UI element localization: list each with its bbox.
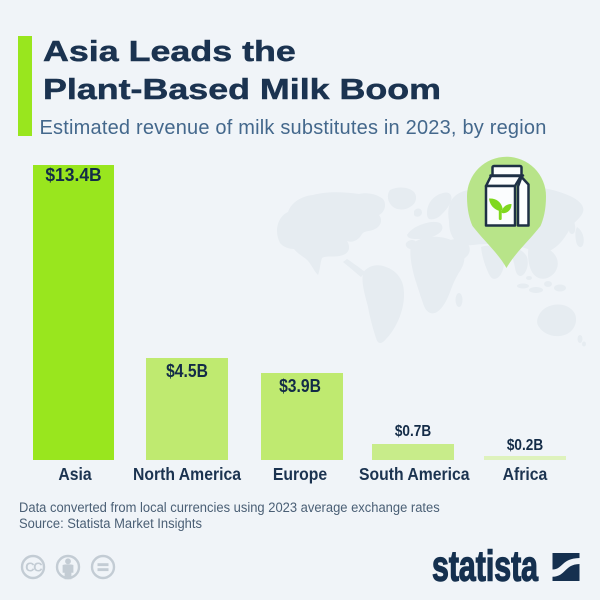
svg-text:statista: statista <box>432 543 539 588</box>
svg-text:CC: CC <box>25 560 43 575</box>
